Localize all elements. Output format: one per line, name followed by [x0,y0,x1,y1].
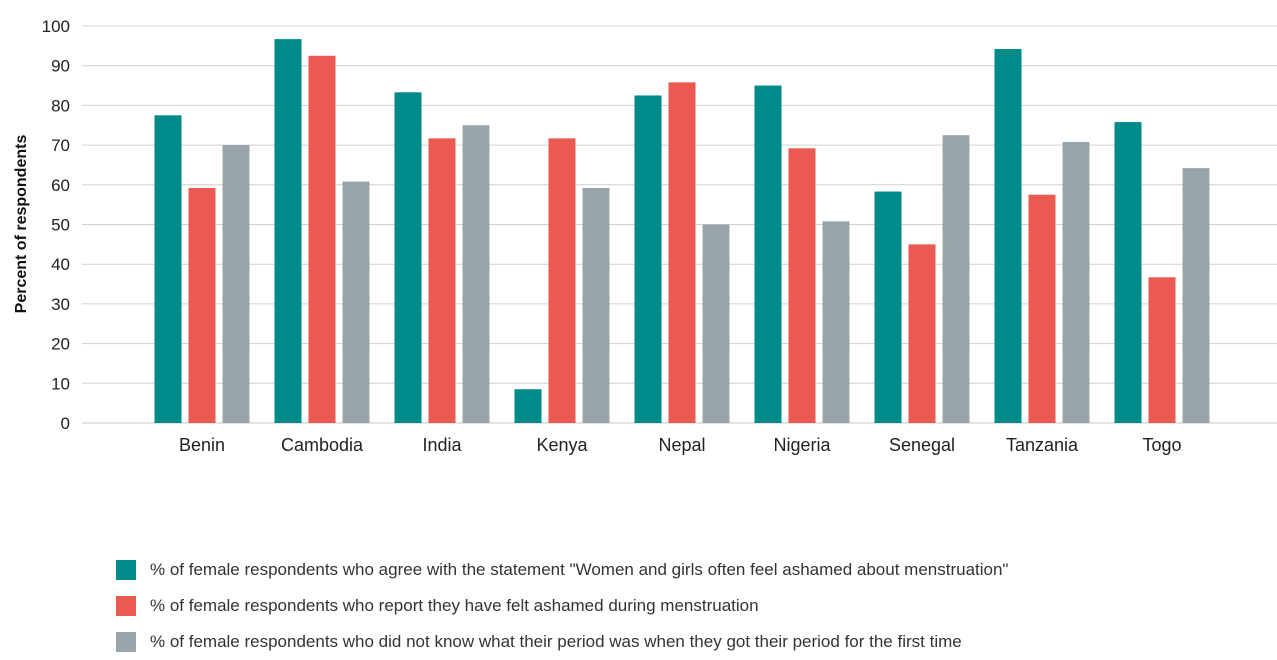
bar-kenya-series-3 [582,187,610,423]
y-tick-label: 40 [51,255,70,274]
x-tick-label-benin: Benin [179,435,225,455]
bar-benin-series-2 [188,187,216,423]
bar-nepal-series-3 [702,224,730,423]
bar-kenya-series-1 [514,389,542,423]
x-tick-label-senegal: Senegal [889,435,955,455]
y-tick-label: 0 [61,414,70,433]
legend-item-2: % of female respondents who report they … [116,588,1266,624]
bar-india-series-2 [428,138,456,423]
bar-cambodia-series-3 [342,181,370,423]
y-tick-label: 90 [51,57,70,76]
y-tick-label: 70 [51,136,70,155]
y-tick-label: 20 [51,335,70,354]
bar-senegal-series-2 [908,244,936,423]
legend: % of female respondents who agree with t… [116,552,1266,660]
x-tick-label-india: India [422,435,462,455]
bar-tanzania-series-1 [994,49,1022,423]
bar-cambodia-series-1 [274,39,302,423]
x-tick-label-nepal: Nepal [658,435,705,455]
bar-togo-series-1 [1114,122,1142,423]
y-tick-label: 80 [51,96,70,115]
x-tick-label-togo: Togo [1142,435,1181,455]
bar-cambodia-series-2 [308,55,336,424]
bar-togo-series-3 [1182,168,1210,423]
bar-kenya-series-2 [548,138,576,423]
legend-label: % of female respondents who report they … [150,596,759,615]
bar-togo-series-2 [1148,277,1176,423]
y-tick-label: 50 [51,216,70,235]
bar-nigeria-series-3 [822,221,850,423]
bar-nigeria-series-2 [788,148,816,423]
bar-tanzania-series-3 [1062,141,1090,423]
x-tick-label-cambodia: Cambodia [281,435,364,455]
y-axis-ticks: 0 10 20 30 40 50 60 70 80 90 100 [42,17,70,433]
legend-item-3: % of female respondents who did not know… [116,624,1266,660]
x-tick-label-tanzania: Tanzania [1006,435,1079,455]
y-tick-label: 10 [51,374,70,393]
legend-swatch [116,560,136,580]
legend-label: % of female respondents who did not know… [150,632,962,651]
x-tick-label-kenya: Kenya [536,435,588,455]
y-axis-title: Percent of respondents [13,135,30,314]
bar-chart: 0 10 20 30 40 50 60 70 80 90 100 Benin Cambodia Indi… [13,17,1277,455]
y-tick-label: 60 [51,176,70,195]
bar-tanzania-series-2 [1028,194,1056,423]
bars [154,39,1210,424]
bar-senegal-series-1 [874,191,902,423]
bar-nepal-series-2 [668,82,696,424]
y-tick-label: 100 [42,17,70,36]
bar-india-series-3 [462,125,490,423]
legend-label: % of female respondents who agree with t… [150,560,1009,579]
bar-benin-series-1 [154,115,182,423]
bar-nigeria-series-1 [754,85,782,424]
bar-nepal-series-1 [634,95,662,423]
bar-india-series-1 [394,92,422,423]
x-tick-label-nigeria: Nigeria [773,435,831,455]
x-axis-labels: Benin Cambodia India Kenya Nepal Nigeria Seneg… [179,435,1182,455]
bar-senegal-series-3 [942,135,970,424]
legend-item-1: % of female respondents who agree with t… [116,552,1266,588]
bar-benin-series-3 [222,145,250,423]
legend-swatch [116,596,136,616]
y-tick-label: 30 [51,295,70,314]
legend-swatch [116,632,136,652]
